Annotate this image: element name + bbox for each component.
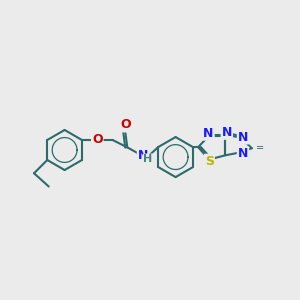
Text: O: O: [92, 134, 103, 146]
Text: O: O: [120, 118, 131, 131]
Text: N: N: [203, 127, 214, 140]
Text: N: N: [238, 147, 248, 160]
Text: S: S: [205, 155, 214, 168]
Text: N: N: [137, 149, 148, 162]
Text: N: N: [238, 130, 248, 143]
Text: =: =: [256, 143, 264, 153]
Text: H: H: [143, 154, 152, 164]
Text: N: N: [222, 126, 232, 139]
